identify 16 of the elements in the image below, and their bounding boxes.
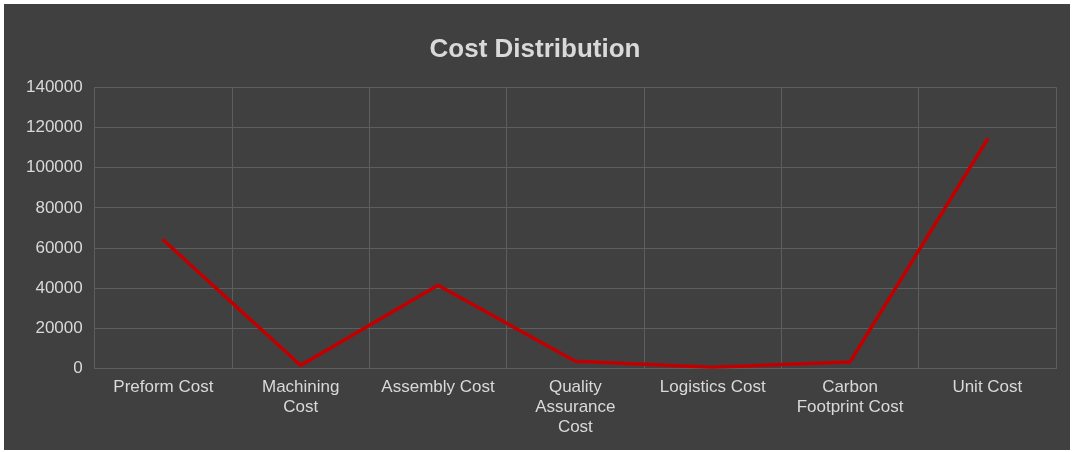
x-tick-label: Carbon Footprint Cost xyxy=(796,376,904,417)
y-tick-label: 120000 xyxy=(25,117,83,137)
x-tick-label: Quality Assurance Cost xyxy=(535,376,616,437)
y-tick-label: 0 xyxy=(73,358,83,378)
y-tick-label: 100000 xyxy=(25,157,83,177)
chart-title: Cost Distribution xyxy=(429,32,641,63)
y-tick-label: 60000 xyxy=(35,237,83,257)
x-tick-label: Preform Cost xyxy=(113,376,214,396)
x-tick-label: Unit Cost xyxy=(952,376,1023,396)
y-tick-label: 80000 xyxy=(35,197,83,217)
x-tick-label: Machining Cost xyxy=(261,376,340,417)
x-tick-label: Assembly Cost xyxy=(381,376,495,396)
y-tick-label: 140000 xyxy=(25,76,83,96)
x-tick-label: Logistics Cost xyxy=(659,376,766,396)
y-tick-label: 20000 xyxy=(35,318,83,338)
y-tick-label: 40000 xyxy=(35,278,83,298)
